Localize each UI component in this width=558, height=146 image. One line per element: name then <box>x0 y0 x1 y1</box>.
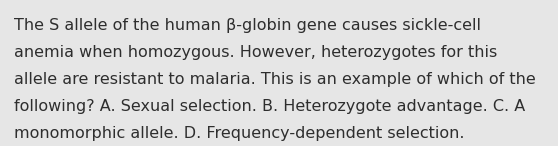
Text: The S allele of the human β-globin gene causes sickle-cell: The S allele of the human β-globin gene … <box>14 18 481 33</box>
Text: allele are resistant to malaria. This is an example of which of the: allele are resistant to malaria. This is… <box>14 72 536 87</box>
Text: monomorphic allele. D. Frequency-dependent selection.: monomorphic allele. D. Frequency-depende… <box>14 126 464 141</box>
Text: following? A. Sexual selection. B. Heterozygote advantage. C. A: following? A. Sexual selection. B. Heter… <box>14 99 525 114</box>
Text: anemia when homozygous. However, heterozygotes for this: anemia when homozygous. However, heteroz… <box>14 45 497 60</box>
